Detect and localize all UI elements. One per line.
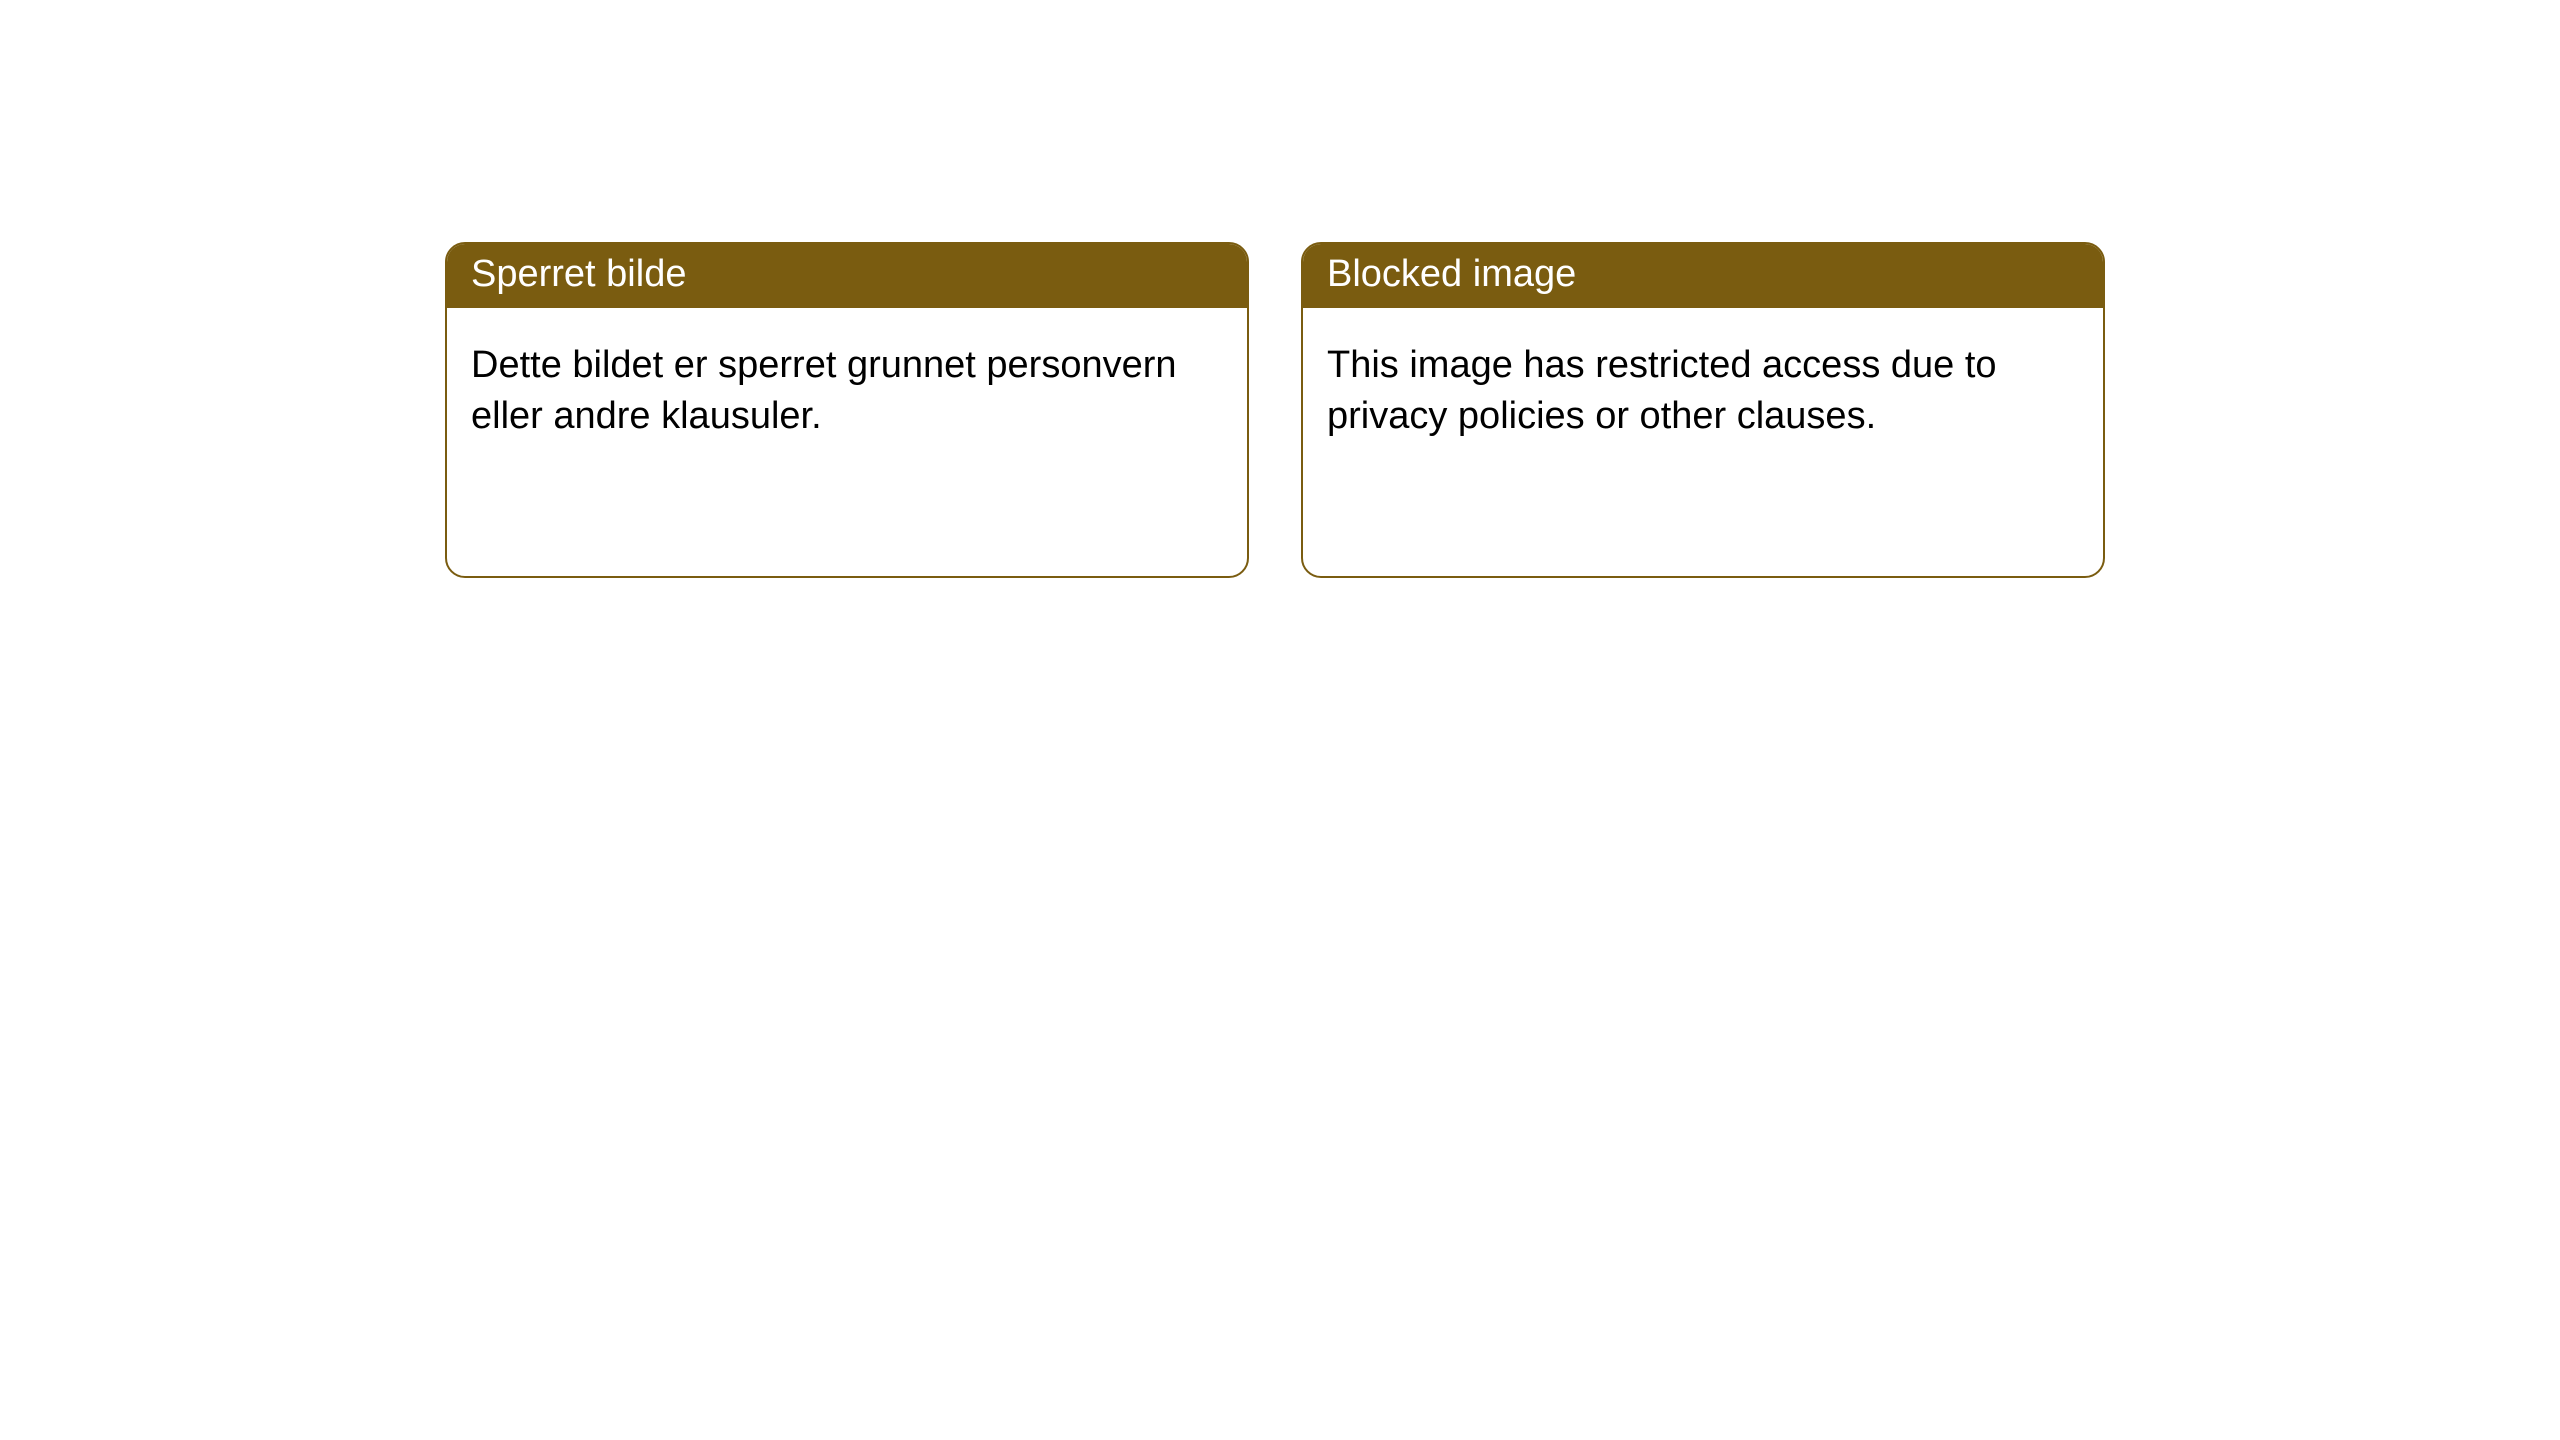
notice-title: Sperret bilde: [447, 244, 1247, 308]
notice-container: Sperret bilde Dette bildet er sperret gr…: [0, 0, 2560, 578]
notice-body: Dette bildet er sperret grunnet personve…: [447, 308, 1247, 475]
notice-card-norwegian: Sperret bilde Dette bildet er sperret gr…: [445, 242, 1249, 578]
notice-body: This image has restricted access due to …: [1303, 308, 2103, 475]
notice-title: Blocked image: [1303, 244, 2103, 308]
notice-card-english: Blocked image This image has restricted …: [1301, 242, 2105, 578]
